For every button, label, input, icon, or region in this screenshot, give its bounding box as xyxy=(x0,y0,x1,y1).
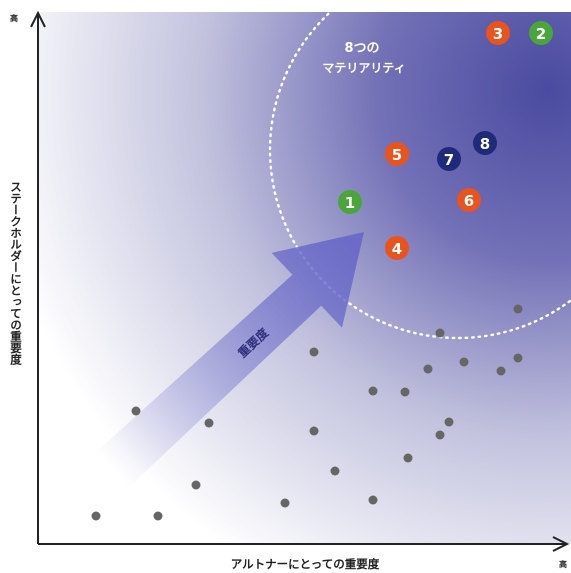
materiality-marker xyxy=(385,236,409,260)
issue-dot xyxy=(204,418,214,428)
importance-arrow xyxy=(95,232,364,488)
materiality-number: 5 xyxy=(392,146,402,164)
materiality-number: 6 xyxy=(464,192,474,210)
issue-dot xyxy=(131,406,141,416)
issue-dot xyxy=(435,328,445,338)
materiality-number: 8 xyxy=(480,135,490,153)
materiality-marker xyxy=(529,21,553,45)
x-axis-label: アルトナーにとっての重要度 xyxy=(231,557,380,571)
issue-dot xyxy=(91,511,101,521)
materiality-marker xyxy=(473,131,497,155)
materiality-marker xyxy=(486,21,510,45)
materiality-number: 3 xyxy=(493,25,503,43)
issue-dot xyxy=(330,466,340,476)
issue-dot xyxy=(280,498,290,508)
materiality-number: 4 xyxy=(392,240,402,258)
y-axis-high-label: 高 xyxy=(10,13,18,23)
issue-dot xyxy=(309,426,319,436)
materiality-3: 3 xyxy=(486,21,510,45)
issue-dot xyxy=(400,387,410,397)
x-axis-high-label: 高 xyxy=(559,559,567,569)
materiality-marker xyxy=(385,142,409,166)
materiality-marker xyxy=(437,147,461,171)
materiality-marker xyxy=(338,190,362,214)
materiality-1: 1 xyxy=(338,190,362,214)
materiality-circle-title-line2: マテリアリティ xyxy=(322,61,405,75)
materiality-2: 2 xyxy=(529,21,553,45)
issue-dot xyxy=(459,357,469,367)
materiality-number: 2 xyxy=(536,25,546,43)
issue-dot xyxy=(513,304,523,314)
y-axis-arrowhead xyxy=(30,10,46,28)
materiality-4: 4 xyxy=(385,236,409,260)
other-issues xyxy=(91,304,523,521)
issue-dot xyxy=(153,511,163,521)
materiality-number: 7 xyxy=(444,151,454,169)
materiality-6: 6 xyxy=(457,188,481,212)
materiality-number: 1 xyxy=(345,194,355,212)
y-axis-label: ステークホルダーにとっての重要度 xyxy=(9,181,23,366)
issue-dot xyxy=(513,353,523,363)
materiality-circle-boundary xyxy=(268,12,571,340)
issue-dot xyxy=(309,347,319,357)
issue-dot xyxy=(368,386,378,396)
issue-dot xyxy=(368,495,378,505)
issue-dot xyxy=(496,366,506,376)
materiality-8: 8 xyxy=(473,131,497,155)
issue-dot xyxy=(403,453,413,463)
issue-dot xyxy=(444,417,454,427)
materiality-7: 7 xyxy=(437,147,461,171)
materiality-5: 5 xyxy=(385,142,409,166)
materiality-marker xyxy=(457,188,481,212)
issue-dot xyxy=(423,364,433,374)
materiality-circle-title-line1: 8つの xyxy=(344,41,379,56)
issue-dot xyxy=(435,430,445,440)
x-axis-arrowhead xyxy=(552,536,570,552)
issue-dot xyxy=(191,480,201,490)
